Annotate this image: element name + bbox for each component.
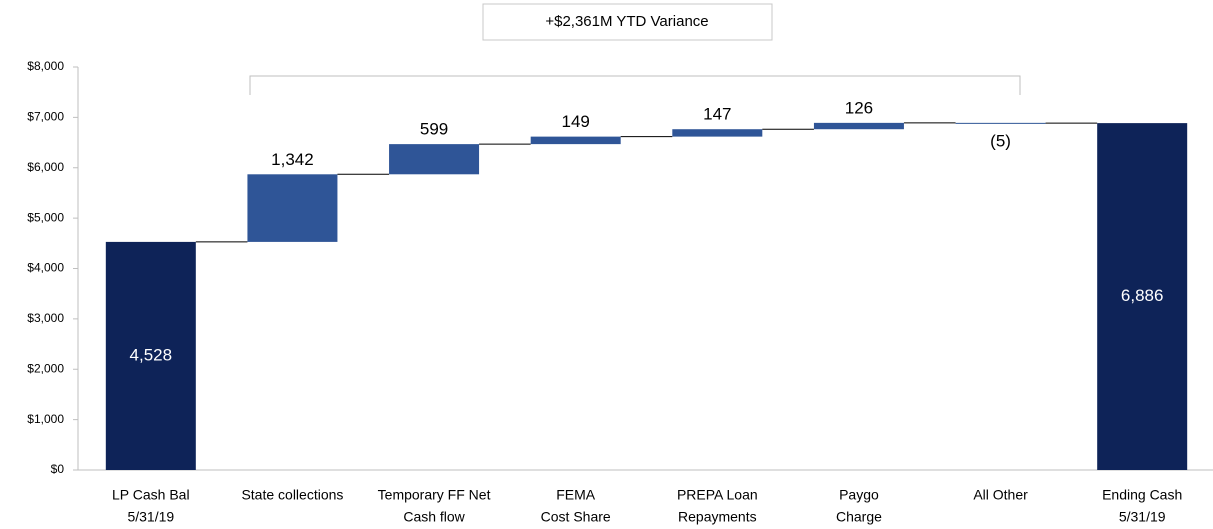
x-tick-label: Temporary FF Net (378, 487, 491, 503)
x-tick-label: State collections (241, 487, 343, 503)
value-label: 599 (420, 120, 448, 139)
x-tick-label: 5/31/19 (1119, 509, 1166, 525)
bar (955, 122, 1046, 124)
bar (813, 122, 904, 130)
value-label: 149 (562, 112, 590, 131)
y-tick-label: $4,000 (27, 261, 64, 275)
x-tick-label: LP Cash Bal (112, 487, 190, 503)
bar (247, 174, 338, 242)
value-label: (5) (990, 132, 1011, 151)
x-tick-label: 5/31/19 (127, 509, 174, 525)
x-tick-label: PREPA Loan (677, 487, 758, 503)
y-tick-label: $1,000 (27, 412, 64, 426)
x-tick-label: Ending Cash (1102, 487, 1182, 503)
value-label: 1,342 (271, 150, 314, 169)
x-tick-label: Charge (836, 509, 882, 525)
x-tick-label: Paygo (839, 487, 879, 503)
y-tick-label: $7,000 (27, 110, 64, 124)
annotation-box (482, 3, 773, 41)
y-tick-label: $2,000 (27, 361, 64, 375)
bar (1097, 123, 1188, 471)
value-label: 6,886 (1121, 286, 1164, 305)
x-tick-label: FEMA (556, 487, 596, 503)
y-tick-label: $5,000 (27, 210, 64, 224)
annotation: +$2,361M YTD Variance (545, 13, 708, 30)
x-tick-label: Cost Share (541, 509, 611, 525)
bar (105, 241, 196, 470)
value-label: 126 (845, 98, 873, 117)
bracket (249, 75, 1021, 95)
y-tick-label: $8,000 (27, 59, 64, 73)
y-tick-label: $0 (51, 462, 65, 476)
x-tick-label: Cash flow (403, 509, 465, 525)
bar (530, 136, 621, 145)
bar (389, 144, 480, 175)
value-label: 147 (703, 105, 731, 124)
y-tick-label: $3,000 (27, 311, 64, 325)
value-label: 4,528 (130, 345, 173, 364)
bar (672, 129, 763, 137)
x-tick-label: All Other (973, 487, 1028, 503)
y-tick-label: $6,000 (27, 160, 64, 174)
x-tick-label: Repayments (678, 509, 757, 525)
